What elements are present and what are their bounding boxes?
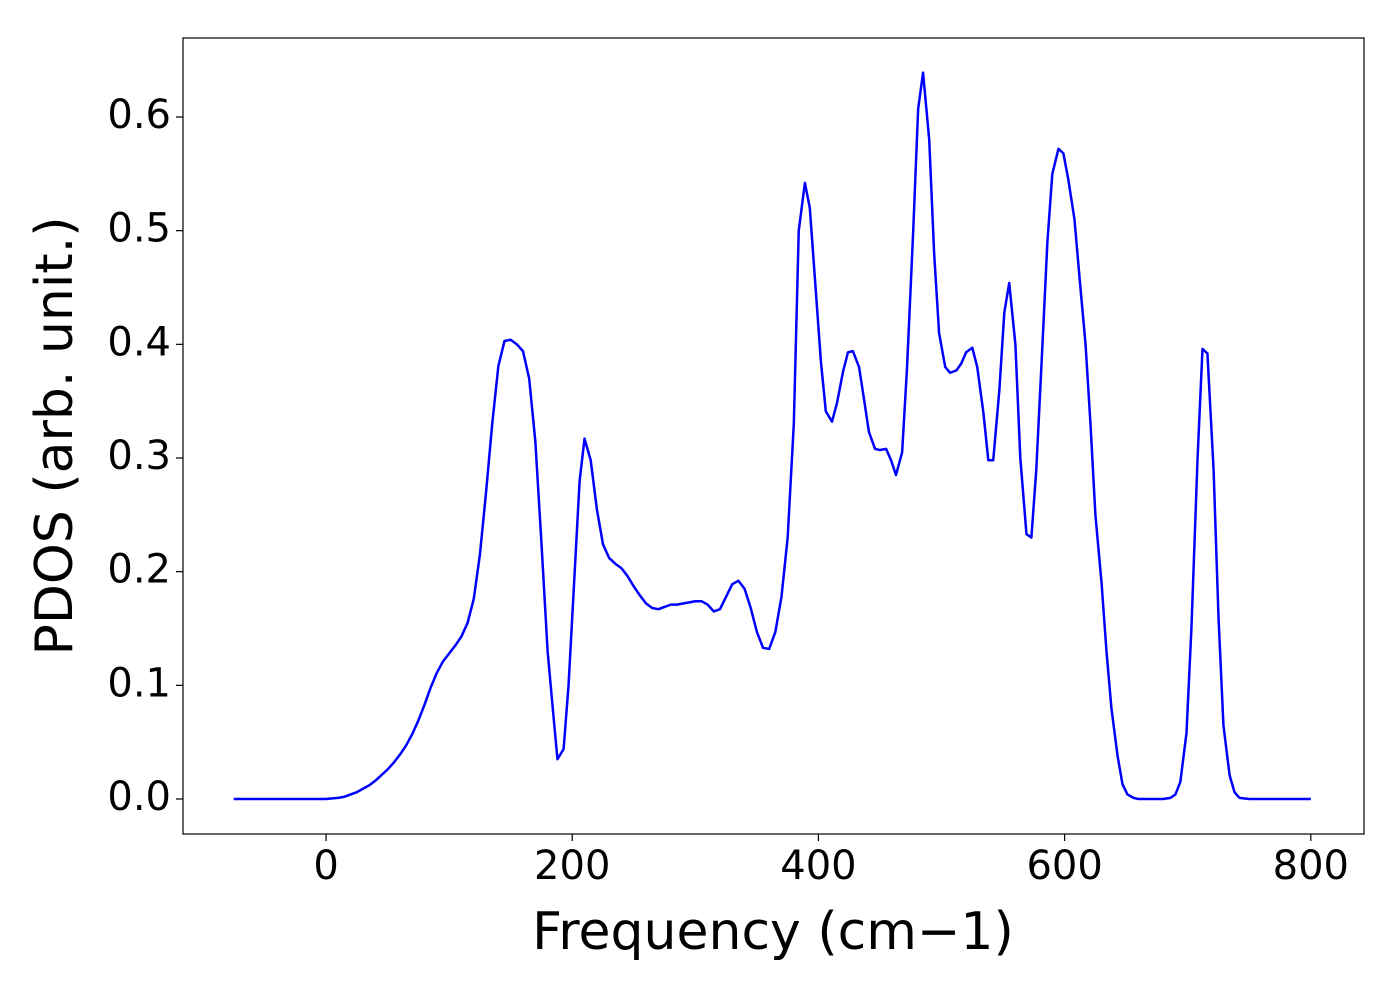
x-tick-label: 400 bbox=[780, 843, 856, 889]
y-tick-label: 0.0 bbox=[107, 774, 171, 820]
y-tick-label: 0.3 bbox=[107, 433, 171, 479]
y-tick-label: 0.4 bbox=[107, 319, 171, 365]
x-tick-label: 200 bbox=[534, 843, 610, 889]
y-tick-label: 0.2 bbox=[107, 547, 171, 593]
x-tick-label: 800 bbox=[1273, 843, 1349, 889]
x-axis-label: Frequency (cm−1) bbox=[532, 902, 1014, 962]
y-axis-label: PDOS (arb. unit.) bbox=[25, 216, 85, 655]
y-tick-label: 0.1 bbox=[107, 660, 171, 706]
y-tick-label: 0.6 bbox=[107, 92, 171, 138]
y-tick-label: 0.5 bbox=[107, 206, 171, 252]
x-tick-label: 0 bbox=[313, 843, 338, 889]
x-tick-label: 600 bbox=[1026, 843, 1102, 889]
data-line bbox=[233, 71, 1311, 801]
plot-frame bbox=[182, 37, 1365, 835]
